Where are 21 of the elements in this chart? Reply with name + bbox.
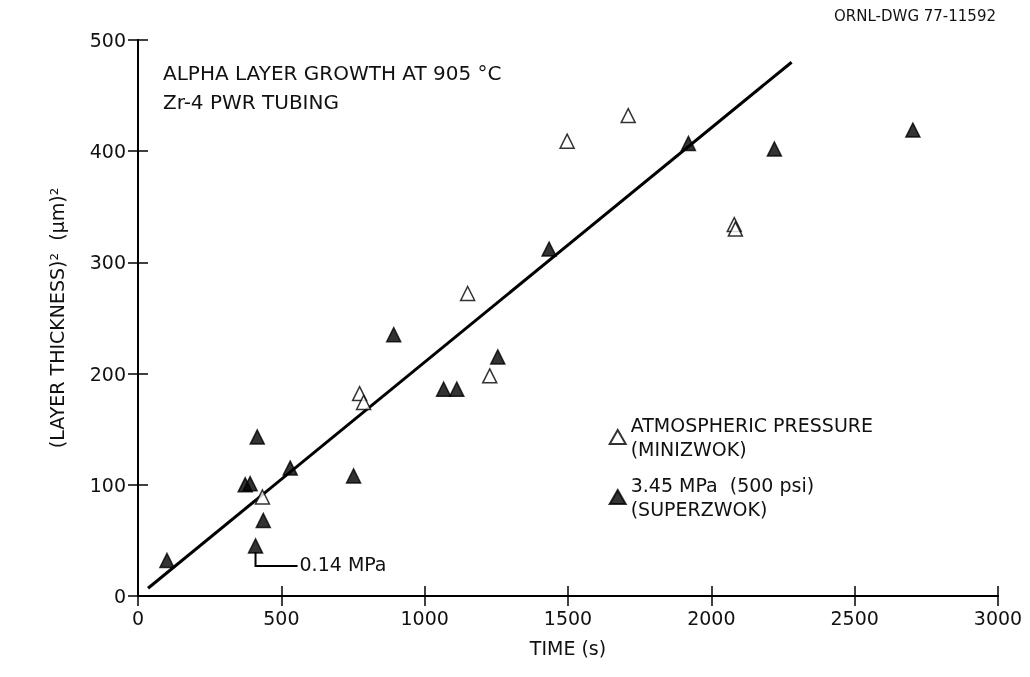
text: ORNL-DWG 77-11592 [834, 6, 997, 25]
x-tick-label: 2000 [687, 606, 736, 629]
y-tick-label: 0 [113, 585, 126, 607]
y-tick-label: 200 [89, 362, 126, 385]
y-tick-label: 100 [89, 473, 126, 496]
y-tick-label: 500 [89, 29, 126, 51]
text: ALPHA LAYER GROWTH AT 905 °C [163, 61, 502, 85]
x-tick-label: 1000 [400, 606, 449, 629]
x-tick-label: 3000 [973, 606, 1023, 629]
x-axis-title: TIME (s) [528, 636, 607, 659]
x-tick-label: 500 [263, 606, 300, 629]
legend-label: ATMOSPHERIC PRESSURE (MINIZWOK) [630, 414, 873, 460]
x-tick-label: 0 [131, 606, 145, 629]
text: Zr-4 PWR TUBING [163, 90, 339, 114]
x-tick-label: 1500 [543, 606, 593, 629]
legend-label: 3.45 MPa (500 psi) (SUPERZWOK) [630, 474, 815, 520]
y-tick-label: 300 [89, 251, 126, 274]
annotation: 0.14 MPa [299, 553, 387, 576]
x-tick-label: 2500 [830, 606, 879, 629]
y-tick-label: 400 [89, 140, 126, 163]
y-axis-title: (LAYER THICKNESS)² (μm)² [45, 187, 68, 449]
